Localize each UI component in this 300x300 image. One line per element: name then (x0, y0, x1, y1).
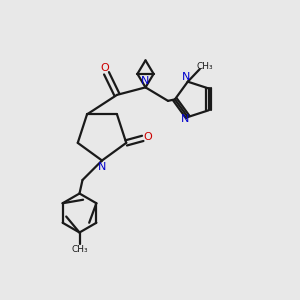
Text: N: N (182, 72, 190, 82)
Text: N: N (98, 162, 106, 172)
Text: CH₃: CH₃ (71, 245, 88, 254)
Text: N: N (181, 114, 189, 124)
Text: N: N (141, 76, 150, 86)
Text: CH₃: CH₃ (197, 61, 214, 70)
Text: O: O (100, 63, 109, 73)
Text: O: O (144, 132, 152, 142)
